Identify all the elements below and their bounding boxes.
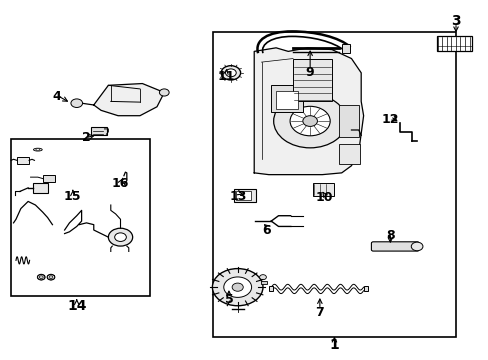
Ellipse shape [33,148,42,151]
Bar [42,175,55,182]
Circle shape [259,275,266,280]
Bar [233,189,255,202]
Bar [339,105,358,137]
Text: 14: 14 [67,299,86,313]
Circle shape [212,269,263,306]
Bar [312,183,334,196]
Polygon shape [254,48,363,175]
Text: 12: 12 [381,113,398,126]
Circle shape [47,274,55,280]
Circle shape [410,242,422,251]
Circle shape [273,94,346,148]
Text: 9: 9 [305,66,314,79]
Bar [268,286,272,292]
Circle shape [159,89,169,96]
Bar [341,44,350,53]
Text: 4: 4 [53,90,61,103]
Text: 6: 6 [262,224,270,237]
Text: 8: 8 [385,229,394,242]
Text: 13: 13 [229,190,246,203]
Circle shape [39,276,43,279]
Bar [339,144,359,164]
Text: 5: 5 [224,293,233,306]
Bar [436,36,470,51]
Bar [212,32,455,337]
Bar [33,183,47,193]
Circle shape [108,228,132,246]
Text: 15: 15 [63,190,81,203]
Circle shape [71,99,82,108]
Circle shape [302,116,317,126]
Bar [363,286,367,292]
Bar [17,157,29,164]
Ellipse shape [36,149,40,150]
Circle shape [224,277,251,297]
Bar [260,281,267,284]
Polygon shape [94,84,164,116]
Circle shape [37,274,45,280]
Bar [292,59,331,102]
Text: 7: 7 [315,306,324,319]
Circle shape [115,233,126,242]
Text: 3: 3 [450,14,460,28]
Bar [271,85,302,112]
Bar [91,127,107,135]
Circle shape [232,283,243,291]
Text: 2: 2 [82,131,91,144]
Circle shape [49,276,53,279]
Text: 16: 16 [112,177,129,190]
Circle shape [225,69,236,77]
Text: 10: 10 [315,192,333,204]
Circle shape [289,106,329,136]
Bar [276,91,297,109]
Circle shape [221,66,240,80]
Text: 1: 1 [329,338,339,352]
Text: 11: 11 [217,70,234,83]
FancyBboxPatch shape [371,242,418,251]
Bar [11,139,149,296]
Bar [236,192,250,201]
